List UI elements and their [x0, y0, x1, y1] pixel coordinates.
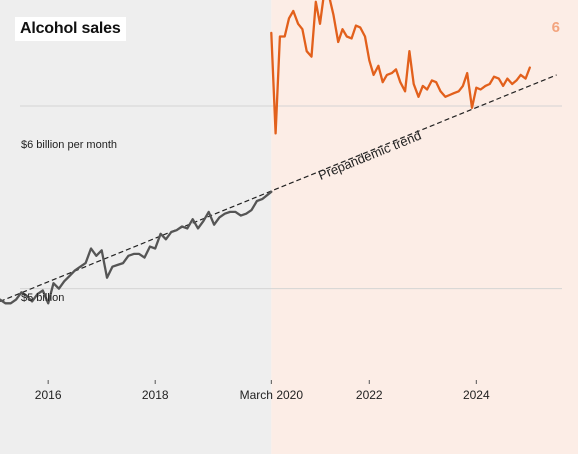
- prepandemic-line: [0, 190, 273, 305]
- prepandemic-background: [0, 0, 272, 454]
- pandemic-line: [270, 0, 531, 135]
- x-tick-2016: 2016: [34, 388, 62, 402]
- x-tick-2024: 2024: [462, 388, 490, 402]
- x-tick-2018: 2018: [141, 388, 169, 402]
- chart-title: Alcohol sales: [15, 17, 126, 41]
- x-tick-march-2020: March 2020: [239, 388, 304, 402]
- panel-number: 6: [551, 19, 560, 36]
- trend-line: [0, 74, 557, 302]
- y-label-6-billion: $6 billion per month: [21, 139, 118, 151]
- pandemic-background: [271, 0, 578, 454]
- x-tick-2022: 2022: [355, 388, 383, 402]
- y-label-5-billion: $5 billion: [21, 292, 65, 304]
